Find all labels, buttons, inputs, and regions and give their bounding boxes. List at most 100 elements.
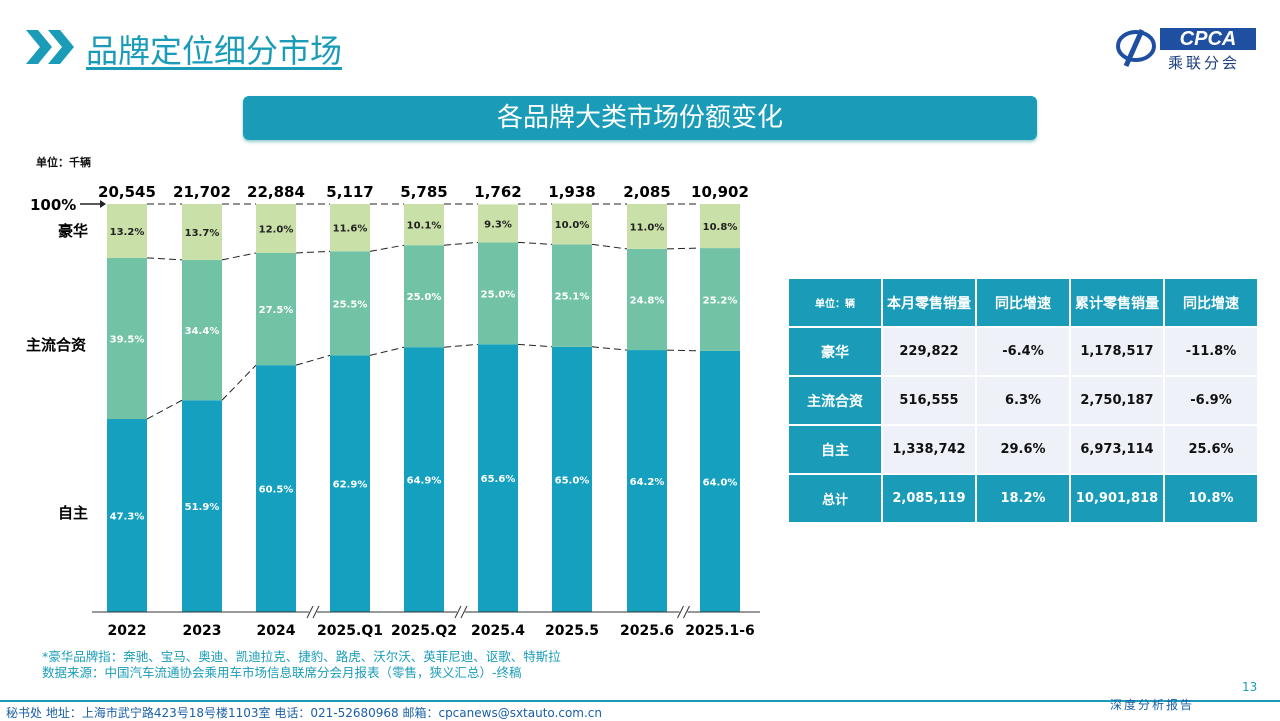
cell: 229,822 bbox=[883, 328, 975, 375]
table-row: 主流合资 516,555 6.3% 2,750,187 -6.9% bbox=[789, 377, 1257, 424]
connector-line bbox=[666, 349, 701, 352]
logo-subtitle: 乘联分会 bbox=[1168, 54, 1241, 72]
data-label: 25.5% bbox=[333, 299, 368, 310]
bar-luxury bbox=[404, 204, 444, 246]
connector-line bbox=[443, 343, 479, 348]
cell: -11.8% bbox=[1165, 328, 1257, 375]
connector-line bbox=[221, 252, 257, 261]
x-tick-label: 2025.5 bbox=[545, 623, 599, 639]
unit-label: 单位：千辆 bbox=[36, 156, 91, 169]
connector-line bbox=[369, 244, 405, 252]
cell: 25.6% bbox=[1165, 426, 1257, 473]
table-row: 自主 1,338,742 29.6% 6,973,114 25.6% bbox=[789, 426, 1257, 473]
table-header: 本月零售销量 bbox=[883, 279, 975, 326]
axis-break-mark bbox=[677, 605, 684, 619]
bar-jv bbox=[404, 245, 444, 348]
axis-break-mark bbox=[312, 605, 320, 619]
row-label: 总计 bbox=[789, 475, 881, 522]
connector-line bbox=[295, 250, 331, 254]
bar-luxury bbox=[627, 204, 667, 249]
data-label: 64.2% bbox=[630, 477, 665, 488]
connector-line bbox=[591, 346, 628, 351]
bar-domestic bbox=[700, 350, 740, 612]
logo-text: CPCA bbox=[1160, 28, 1256, 50]
row-label: 自主 bbox=[789, 426, 881, 473]
axis-break bbox=[679, 604, 688, 620]
footer-divider bbox=[0, 700, 1280, 702]
total-label: 21,702 bbox=[173, 183, 231, 201]
connector-line bbox=[369, 346, 405, 356]
legend-label: 主流合资 bbox=[26, 336, 86, 354]
axis-break bbox=[457, 604, 465, 620]
data-label: 10.0% bbox=[555, 220, 590, 231]
top-label: 100% bbox=[30, 196, 76, 214]
bar-jv bbox=[256, 252, 296, 366]
connector-line bbox=[517, 343, 553, 348]
total-label: 10,902 bbox=[691, 183, 749, 201]
total-label: 5,785 bbox=[400, 183, 447, 201]
arrow-icon bbox=[100, 200, 106, 208]
x-tick-label: 2025.1-6 bbox=[685, 623, 755, 639]
connector-line bbox=[146, 257, 183, 261]
cell: 2,085,119 bbox=[883, 475, 975, 522]
bar-luxury bbox=[182, 204, 222, 260]
cell: 1,338,742 bbox=[883, 426, 975, 473]
data-label: 25.1% bbox=[555, 292, 590, 303]
axis-break-mark bbox=[454, 605, 462, 619]
bar-jv bbox=[627, 248, 667, 351]
table-header: 同比增速 bbox=[977, 279, 1069, 326]
cell: 18.2% bbox=[977, 475, 1069, 522]
data-label: 11.6% bbox=[333, 224, 368, 235]
connector-line bbox=[295, 354, 331, 366]
bar-luxury bbox=[330, 204, 370, 252]
total-label: 5,117 bbox=[326, 183, 373, 201]
bar-luxury bbox=[552, 203, 592, 245]
connector-line bbox=[666, 247, 701, 250]
chevron-icon bbox=[26, 30, 74, 64]
row-label: 豪华 bbox=[789, 328, 881, 375]
bar-domestic bbox=[627, 350, 667, 612]
bar-domestic bbox=[478, 344, 518, 612]
axis-break-mark bbox=[306, 605, 314, 619]
luxury-note: *豪华品牌指：奔驰、宝马、奥迪、凯迪拉克、捷豹、路虎、沃尔沃、英菲尼迪、讴歌、特… bbox=[42, 649, 561, 664]
bar-domestic bbox=[256, 365, 296, 612]
cell: 516,555 bbox=[883, 377, 975, 424]
total-label: 1,762 bbox=[474, 183, 521, 201]
data-label: 60.5% bbox=[259, 485, 294, 496]
bar-jv bbox=[330, 251, 370, 356]
bar-luxury bbox=[700, 204, 740, 249]
bar-jv bbox=[182, 259, 222, 401]
footer-address: 秘书处 地址：上海市武宁路423号18号楼1103室 电话：021-526809… bbox=[6, 706, 603, 720]
table-header: 同比增速 bbox=[1165, 279, 1257, 326]
bar-jv bbox=[700, 248, 740, 351]
bar-jv bbox=[552, 244, 592, 347]
x-tick-label: 2025.4 bbox=[471, 623, 525, 639]
table-row: 豪华 229,822 -6.4% 1,178,517 -11.8% bbox=[789, 328, 1257, 375]
cell: 1,178,517 bbox=[1071, 328, 1163, 375]
x-tick-label: 2025.Q2 bbox=[391, 623, 457, 639]
connector-line bbox=[146, 399, 183, 420]
data-label: 64.0% bbox=[703, 477, 738, 488]
x-tick-label: 2025.Q1 bbox=[317, 623, 383, 639]
connector-line bbox=[443, 241, 479, 246]
bar-domestic bbox=[182, 400, 222, 612]
data-label: 65.6% bbox=[481, 474, 516, 485]
cell: -6.4% bbox=[977, 328, 1069, 375]
data-label: 25.2% bbox=[703, 295, 738, 306]
data-label: 10.8% bbox=[703, 222, 738, 233]
source-note: 数据来源：中国汽车流通协会乘用车市场信息联席分会月报表（零售，狭义汇总）-终稿 bbox=[42, 665, 522, 680]
data-label: 9.3% bbox=[484, 219, 512, 230]
bar-luxury bbox=[256, 204, 296, 253]
sales-table: 单位：辆 本月零售销量 同比增速 累计零售销量 同比增速 豪华 229,822 -6… bbox=[787, 277, 1259, 524]
total-label: 20,545 bbox=[98, 183, 156, 201]
x-tick-label: 2022 bbox=[108, 623, 147, 639]
cell: 29.6% bbox=[977, 426, 1069, 473]
bar-jv bbox=[107, 257, 147, 420]
data-label: 62.9% bbox=[333, 480, 368, 491]
bar-domestic bbox=[107, 419, 147, 612]
legend-label: 豪华 bbox=[58, 222, 88, 240]
page-number: 13 bbox=[1242, 680, 1258, 694]
bar-domestic bbox=[552, 346, 592, 612]
data-label: 13.7% bbox=[185, 228, 220, 239]
stacked-bar-chart: 47.3% 39.5% 13.2% 20,545 2022 51.9% 34.4% 13.7%… bbox=[26, 183, 760, 639]
